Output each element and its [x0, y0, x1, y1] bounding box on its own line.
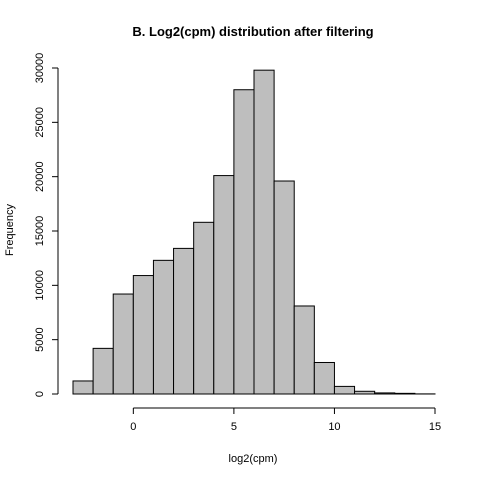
x-tick-label: 5 [231, 421, 237, 433]
y-tick-label: 10000 [34, 270, 46, 301]
histogram-bar [72, 380, 94, 395]
histogram-bar [293, 305, 315, 395]
x-axis-label: log2(cpm) [229, 453, 278, 465]
histogram-bar [313, 361, 335, 395]
histogram-bar [112, 293, 134, 395]
y-axis: 0 5000 10000 15000 20000 25000 30000 [34, 53, 59, 397]
histogram-bar [152, 259, 175, 395]
bars-group [72, 69, 436, 395]
x-tick-label: 15 [429, 421, 441, 433]
y-tick-label: 15000 [34, 216, 46, 247]
y-tick-label: 0 [34, 391, 46, 397]
histogram-bar [132, 275, 154, 395]
y-tick-label: 20000 [34, 161, 46, 192]
y-axis-label: Frequency [4, 204, 16, 256]
histogram-bar [273, 180, 295, 395]
histogram-bar [213, 175, 235, 395]
y-tick-label: 5000 [34, 327, 46, 351]
y-tick-label: 30000 [34, 53, 46, 84]
histogram-bar [333, 385, 356, 395]
x-tick-label: 10 [328, 421, 340, 433]
histogram-bar [354, 390, 376, 395]
chart-title: B. Log2(cpm) distribution after filterin… [132, 24, 373, 39]
histogram-bar [193, 221, 215, 395]
histogram-bar [253, 69, 275, 395]
histogram-bar [233, 89, 255, 395]
x-axis: 0 5 10 15 [130, 407, 441, 433]
histogram-bar [394, 392, 416, 395]
histogram-bar [374, 392, 396, 395]
x-tick-label: 0 [130, 421, 136, 433]
histogram-bar [173, 247, 195, 395]
y-tick-label: 25000 [34, 107, 46, 138]
histogram-bar [92, 347, 114, 395]
